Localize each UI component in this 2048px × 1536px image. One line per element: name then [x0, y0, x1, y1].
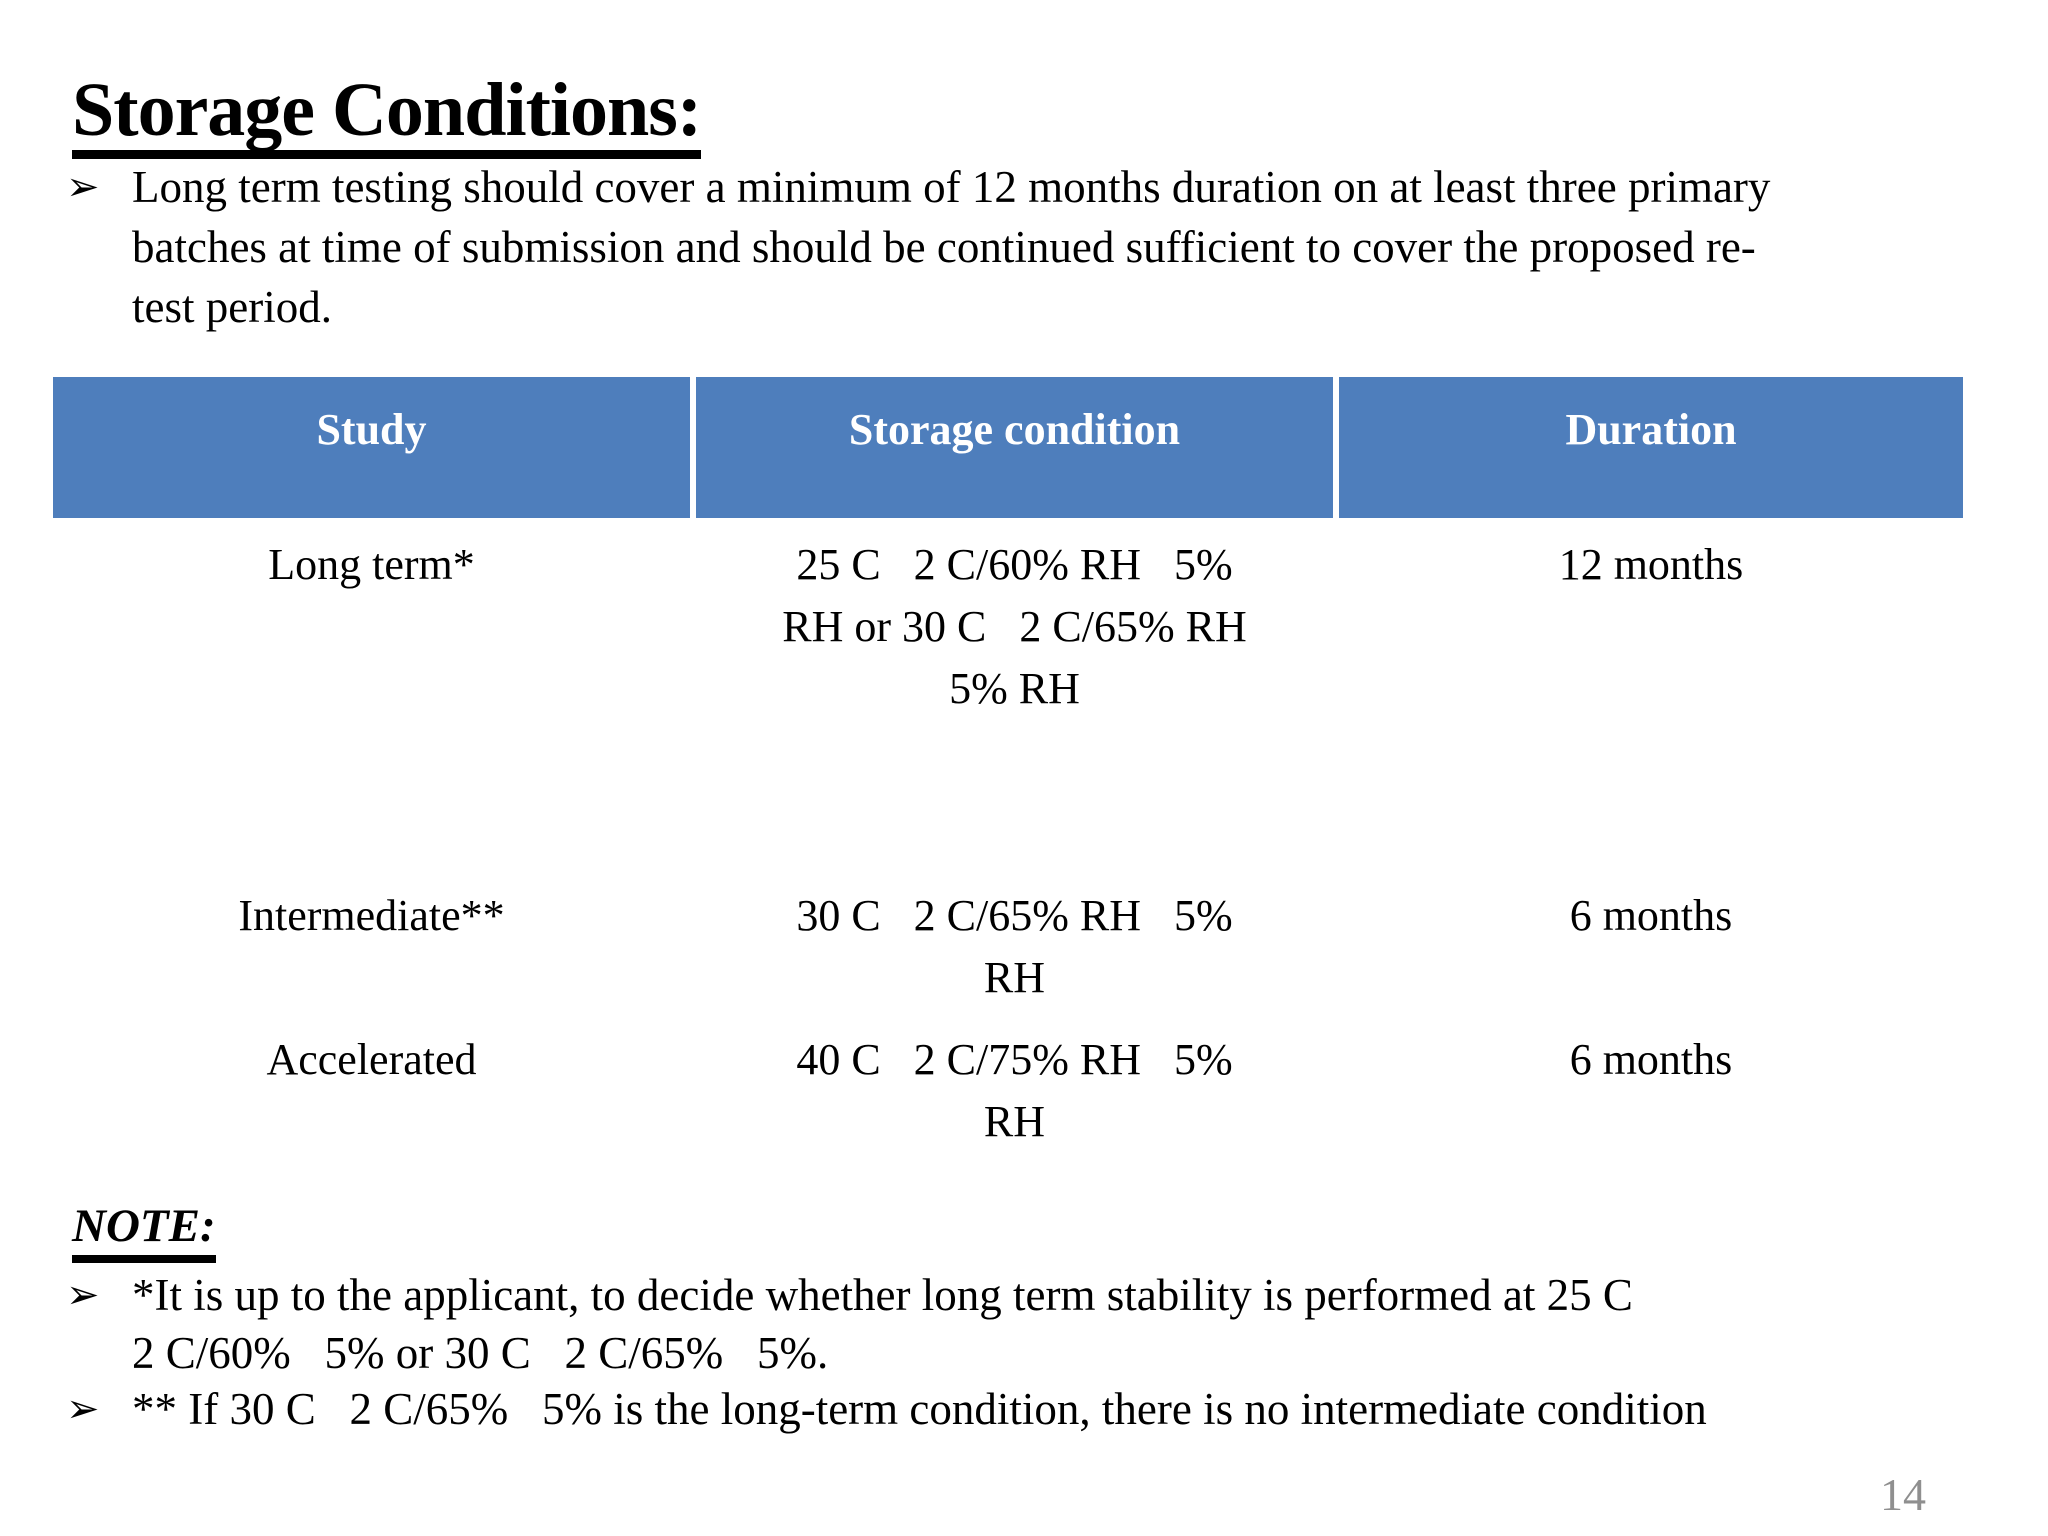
table-cell-study-intermediate: Intermediate** — [238, 891, 505, 940]
note-heading: NOTE: — [72, 1200, 216, 1263]
table-cell-study-accelerated: Accelerated — [266, 1035, 477, 1084]
note-bullet-2: ➢ ** If 30 C 2 C/65% 5% is the long-term… — [66, 1380, 2016, 1438]
arrow-bullet-icon: ➢ — [66, 164, 100, 210]
table-cell-duration-intermediate: 6 months — [1569, 891, 1733, 940]
note-bullet-2-text: ** If 30 C 2 C/65% 5% is the long-term c… — [132, 1384, 1707, 1434]
arrow-bullet-icon: ➢ — [66, 1272, 100, 1318]
page-title: Storage Conditions: — [72, 72, 702, 159]
arrow-bullet-icon: ➢ — [66, 1386, 100, 1432]
page-number: 14 — [1880, 1469, 1926, 1520]
table-cell-condition-intermediate: 30 C 2 C/65% RH 5% RH — [796, 891, 1233, 1002]
storage-conditions-table: Study Storage condition Duration Long te… — [53, 377, 1963, 1159]
note-bullet-1-text: *It is up to the applicant, to decide wh… — [132, 1270, 1633, 1378]
table-cell-condition-long-term: 25 C 2 C/60% RH 5% RH or 30 C 2 C/65% RH… — [782, 540, 1247, 713]
table-header-duration: Duration — [1339, 377, 1963, 518]
table-cell-condition-accelerated: 40 C 2 C/75% RH 5% RH — [796, 1035, 1233, 1146]
table-header-study: Study — [53, 377, 690, 518]
page-title-text: Storage Conditions: — [72, 72, 702, 159]
table-cell-duration-accelerated: 6 months — [1569, 1035, 1733, 1084]
table-header-storage-condition: Storage condition — [696, 377, 1333, 518]
note-heading-text: NOTE: — [72, 1200, 216, 1263]
intro-bullet: ➢ Long term testing should cover a minim… — [66, 157, 2016, 337]
intro-bullet-text: Long term testing should cover a minimum… — [132, 162, 1771, 332]
table-cell-study-long-term: Long term* — [268, 540, 475, 589]
note-bullet-1: ➢ *It is up to the applicant, to decide … — [66, 1266, 2016, 1382]
table-cell-duration-long-term: 12 months — [1558, 540, 1744, 589]
